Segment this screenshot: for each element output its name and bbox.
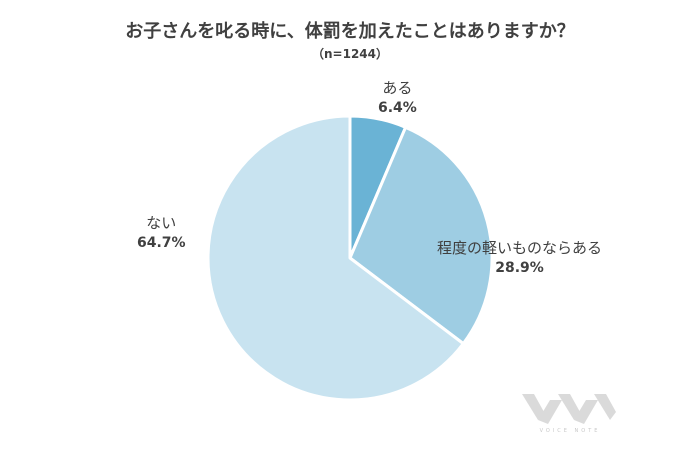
- slice-label-nai: ない 64.7%: [137, 213, 186, 253]
- slice-percent: 6.4%: [378, 100, 417, 116]
- pie-slice-2: [206, 114, 465, 402]
- slice-label-aru: ある 6.4%: [378, 78, 417, 118]
- slice-label-text: ある: [382, 79, 413, 97]
- chart-subtitle: （n=1244）: [312, 47, 388, 61]
- voice-note-logo: VOICE NOTE: [522, 394, 616, 434]
- slice-label-light: 程度の軽いものならある 28.9%: [437, 238, 602, 278]
- slice-percent: 28.9%: [495, 260, 544, 276]
- chart-title: お子さんを叱る時に、体罰を加えたことはありますか？: [125, 21, 575, 42]
- slice-label-text: 程度の軽いものならある: [437, 239, 603, 257]
- slice-percent: 64.7%: [137, 235, 186, 251]
- logo-text: VOICE NOTE: [540, 428, 601, 434]
- slice-label-text: ない: [146, 214, 177, 232]
- pie-slice-1: [348, 125, 494, 346]
